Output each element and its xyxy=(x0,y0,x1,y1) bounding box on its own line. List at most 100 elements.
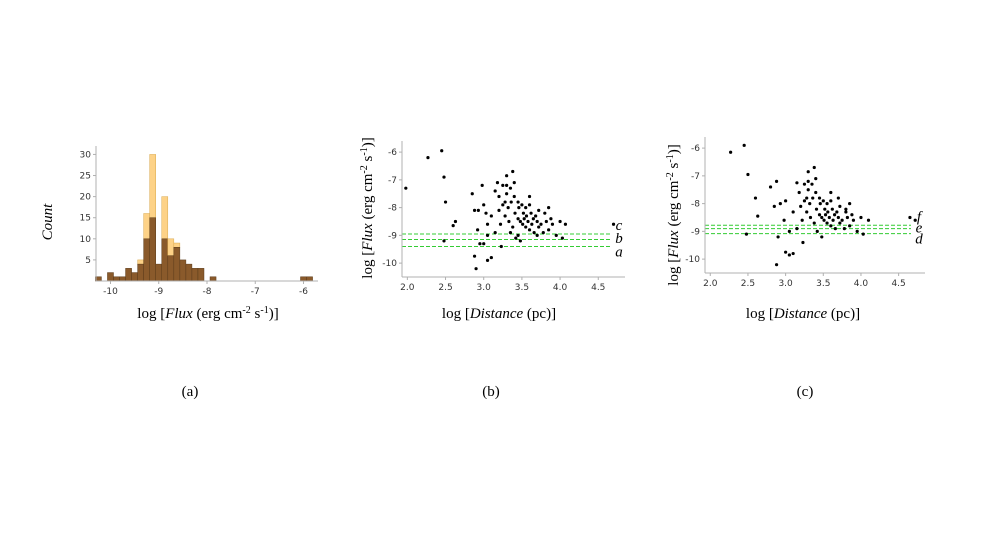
scatter-point xyxy=(535,233,539,237)
scatter-point xyxy=(753,196,758,200)
scatter-point xyxy=(514,236,518,240)
scatter-points-b xyxy=(404,149,616,271)
x-tick-label: 2.5 xyxy=(438,283,452,293)
y-tick-label: -9 xyxy=(691,227,700,237)
histogram-bar-dark xyxy=(167,255,175,282)
histogram-y-tick-label: 10 xyxy=(80,235,92,245)
scatter-point xyxy=(524,214,529,218)
histogram-bar-light xyxy=(173,242,181,248)
scatter-point xyxy=(524,206,528,210)
scatter-point xyxy=(493,230,497,235)
threshold-labels-b: cba xyxy=(615,218,623,260)
scatter-point xyxy=(791,251,795,256)
panel-label-c: (c) xyxy=(797,384,814,400)
histogram-panel: -10 -9 -8 -7 -6 5 10 15 20 25 30 Count log [Flux (… xyxy=(40,146,318,400)
histogram-bar-dark xyxy=(197,268,205,282)
scatter-point xyxy=(806,188,810,192)
scatter-point xyxy=(791,210,795,214)
histogram-bars xyxy=(95,154,313,282)
histogram-bar-dark xyxy=(113,276,120,282)
scatter-point xyxy=(838,221,842,225)
scatter-point xyxy=(842,226,846,231)
scatter-point xyxy=(782,218,786,222)
scatter-point xyxy=(474,267,478,271)
scatter-point xyxy=(539,222,543,226)
histogram-bar-dark xyxy=(300,276,307,282)
scatter-point xyxy=(835,210,839,214)
scatter-point xyxy=(509,200,513,204)
x-tick-label: 2.5 xyxy=(741,279,755,289)
scatter-point xyxy=(913,218,917,222)
scatter-point xyxy=(527,194,532,199)
threshold-label-c: c xyxy=(616,218,623,234)
scatter-c-ticks: 2.0 2.5 3.0 3.5 4.0 4.5 -10 -9 -8 -7 -6 xyxy=(685,144,905,289)
scatter-point xyxy=(787,229,791,233)
scatter-point xyxy=(547,206,551,210)
histogram-x-tick-label: -10 xyxy=(103,287,118,297)
histogram-bar-dark xyxy=(155,263,163,282)
scatter-point xyxy=(825,202,829,206)
scatter-c-y-label: log [Flux (erg cm-2 s-1)] xyxy=(665,144,682,285)
y-tick-label: -10 xyxy=(685,255,700,265)
scatter-point xyxy=(522,217,526,221)
histogram-bar-dark xyxy=(173,247,181,282)
histogram-x-tick-label: -9 xyxy=(154,287,163,297)
histogram-y-label: Count xyxy=(40,203,56,241)
scatter-point xyxy=(497,208,501,212)
scatter-point xyxy=(822,218,826,222)
histogram-bar-dark xyxy=(185,263,193,282)
scatter-point xyxy=(517,206,521,210)
scatter-point xyxy=(550,222,555,226)
scatter-point xyxy=(756,214,760,218)
histogram-bar-dark xyxy=(137,263,144,282)
scatter-point xyxy=(554,233,558,237)
scatter-point xyxy=(518,219,522,224)
histogram-bar-dark xyxy=(131,272,138,282)
x-tick-label: 4.0 xyxy=(854,279,869,289)
histogram-x-tick-label: -7 xyxy=(251,287,260,297)
panel-label-a: (a) xyxy=(182,384,199,400)
scatter-point xyxy=(516,233,520,237)
scatter-point xyxy=(451,224,455,228)
threshold-lines-c xyxy=(705,224,911,235)
panel-label-b: (b) xyxy=(482,384,500,400)
scatter-point xyxy=(831,218,835,222)
scatter-point xyxy=(855,229,859,233)
scatter-point xyxy=(802,182,807,186)
y-tick-label: -8 xyxy=(388,204,397,214)
threshold-label-e: e xyxy=(916,220,923,236)
threshold-label-d: d xyxy=(915,232,923,248)
scatter-point xyxy=(784,250,788,254)
scatter-point xyxy=(485,233,490,237)
scatter-point xyxy=(527,203,532,207)
histogram-y-tick-label: 20 xyxy=(80,193,92,203)
scatter-point xyxy=(505,192,509,196)
scatter-point xyxy=(836,215,840,220)
scatter-point xyxy=(776,235,780,239)
scatter-point xyxy=(827,215,831,220)
scatter-point xyxy=(800,218,804,222)
scatter-point xyxy=(537,208,541,212)
scatter-point xyxy=(801,240,805,245)
scatter-point xyxy=(844,210,848,214)
scatter-point xyxy=(482,203,486,207)
scatter-point xyxy=(805,196,809,200)
scatter-point xyxy=(489,255,493,260)
scatter-point xyxy=(823,207,827,211)
scatter-point xyxy=(840,218,844,222)
scatter-point xyxy=(547,228,551,232)
scatter-point xyxy=(508,230,513,235)
scatter-point xyxy=(543,211,547,215)
scatter-point xyxy=(513,211,517,215)
scatter-point xyxy=(829,224,833,228)
x-tick-label: 4.5 xyxy=(891,279,905,289)
scatter-point xyxy=(511,169,515,174)
scatter-point xyxy=(489,214,493,218)
scatter-point xyxy=(497,194,501,199)
scatter-point xyxy=(532,230,536,235)
scatter-point xyxy=(778,202,782,206)
scatter-point xyxy=(518,239,522,243)
scatter-point xyxy=(499,244,503,249)
scatter-point xyxy=(729,150,733,154)
scatter-point xyxy=(482,242,486,246)
